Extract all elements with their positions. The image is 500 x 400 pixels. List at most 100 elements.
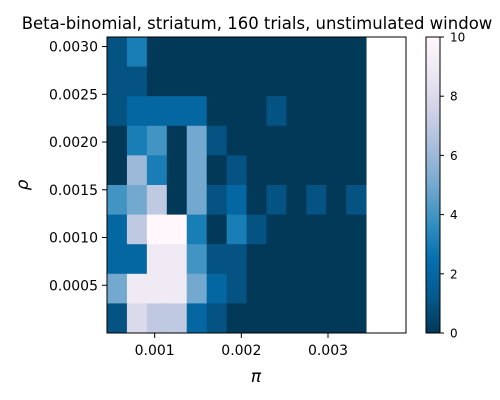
colorbar-tick-label: 4 <box>450 208 458 222</box>
heatmap-cell <box>326 244 347 275</box>
heatmap-cell <box>266 96 287 127</box>
heatmap-cell <box>306 185 327 215</box>
heatmap-cell <box>306 66 327 97</box>
heatmap-cell <box>166 303 188 334</box>
y-tick-label: 0.0005 <box>49 278 98 294</box>
heatmap-cell <box>166 125 188 156</box>
heatmap-cell <box>166 66 188 97</box>
heatmap-cell <box>286 273 307 304</box>
heatmap-cell <box>126 214 148 245</box>
colorbar-tick-label: 0 <box>450 327 458 341</box>
heatmap-cell <box>266 155 287 186</box>
heatmap-cell <box>146 303 168 334</box>
heatmap-cell <box>306 125 327 156</box>
heatmap-cell <box>166 96 188 127</box>
heatmap-cell <box>286 303 307 334</box>
heatmap-cell <box>186 66 208 97</box>
heatmap-cell <box>346 214 367 245</box>
heatmap-cell <box>186 214 208 245</box>
heatmap-cell <box>126 303 148 334</box>
heatmap-cell <box>266 125 287 156</box>
heatmap-cell <box>166 155 188 186</box>
heatmap-cell <box>146 273 168 304</box>
heatmap-cell <box>107 244 128 275</box>
y-axis-label: ρ <box>13 179 33 190</box>
heatmap-cell <box>266 273 287 304</box>
heatmap-cells <box>107 37 367 334</box>
heatmap-cell <box>107 125 128 156</box>
heatmap-cell <box>286 96 307 127</box>
heatmap-cell <box>146 185 168 215</box>
x-tick-label: 0.001 <box>135 343 175 359</box>
heatmap-cell <box>326 66 347 97</box>
heatmap-cell <box>306 244 327 275</box>
heatmap-cell <box>286 214 307 245</box>
heatmap-cell <box>246 214 267 245</box>
plot-frame <box>106 36 407 334</box>
heatmap-cell <box>266 244 287 275</box>
heatmap-cell <box>226 96 247 127</box>
heatmap-cell <box>146 155 168 186</box>
heatmap-cell <box>266 66 287 97</box>
heatmap-cell <box>107 66 128 97</box>
heatmap-cell <box>206 125 227 156</box>
heatmap-cell <box>306 96 327 127</box>
heatmap-cell <box>146 66 168 97</box>
heatmap-cell <box>186 273 208 304</box>
heatmap-cell <box>107 155 128 186</box>
heatmap-cell <box>306 214 327 245</box>
y-tick-label: 0.0030 <box>49 40 98 56</box>
heatmap-cell <box>126 125 148 156</box>
heatmap-cell <box>246 125 267 156</box>
heatmap-cell <box>326 155 347 186</box>
heatmap-cell <box>286 244 307 275</box>
heatmap-cell <box>286 125 307 156</box>
heatmap-cell <box>286 66 307 97</box>
heatmap-cell <box>126 66 148 97</box>
heatmap-cell <box>166 185 188 215</box>
colorbar-tick-label: 8 <box>450 90 458 104</box>
heatmap-cell <box>306 37 327 67</box>
heatmap-cell <box>146 96 168 127</box>
heatmap-cell <box>126 155 148 186</box>
heatmap-cell <box>107 96 128 127</box>
heatmap-cell <box>226 185 247 215</box>
heatmap-cell <box>326 37 347 67</box>
heatmap-cell <box>246 244 267 275</box>
heatmap-cell <box>146 244 168 275</box>
colorbar-tick-label: 2 <box>450 267 458 281</box>
heatmap-cell <box>186 37 208 67</box>
heatmap-cell <box>306 273 327 304</box>
heatmap-cell <box>126 37 148 67</box>
colorbar-axis: 0 2 4 6 8 10 <box>440 31 465 341</box>
heatmap-cell <box>206 303 227 334</box>
y-axis: 0.0005 0.0010 0.0015 0.0020 0.0025 0.0030 <box>49 40 107 294</box>
heatmap-cell <box>107 214 128 245</box>
heatmap-cell <box>166 273 188 304</box>
colorbar <box>425 36 441 334</box>
heatmap-cell <box>186 244 208 275</box>
heatmap-cell <box>246 37 267 67</box>
colorbar-tick-label: 10 <box>450 31 465 45</box>
heatmap-cell <box>206 66 227 97</box>
y-tick-label: 0.0020 <box>49 135 98 151</box>
heatmap-cell <box>226 37 247 67</box>
heatmap-cell <box>146 37 168 67</box>
heatmap-cell <box>226 273 247 304</box>
heatmap-cell <box>266 303 287 334</box>
heatmap-cell <box>206 155 227 186</box>
heatmap-cell <box>206 37 227 67</box>
heatmap-cell <box>166 244 188 275</box>
x-tick-label: 0.002 <box>221 343 261 359</box>
heatmap-cell <box>226 125 247 156</box>
heatmap-cell <box>246 273 267 304</box>
heatmap-cell <box>206 273 227 304</box>
heatmap-cell <box>266 214 287 245</box>
heatmap-cell <box>246 185 267 215</box>
heatmap-cell <box>306 303 327 334</box>
heatmap-cell <box>186 303 208 334</box>
heatmap-cell <box>226 214 247 245</box>
heatmap-cell <box>166 214 188 245</box>
heatmap-cell <box>107 185 128 215</box>
